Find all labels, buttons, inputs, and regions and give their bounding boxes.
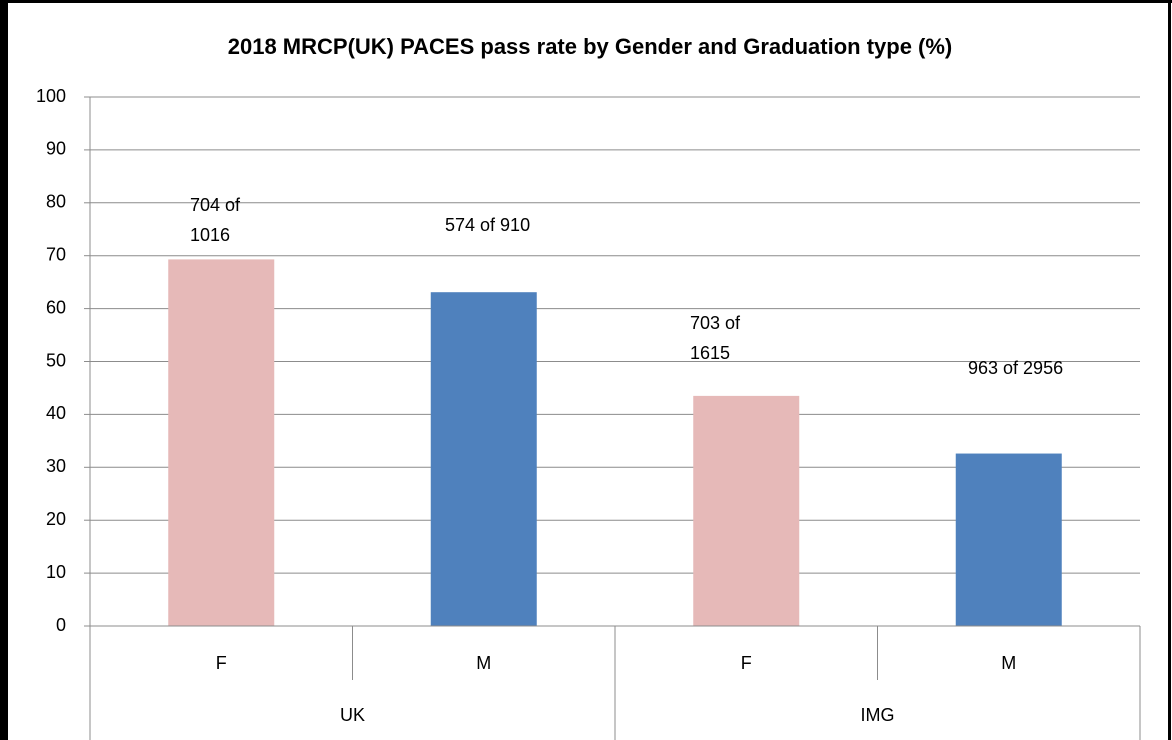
y-tick-label: 50 — [46, 350, 66, 370]
annotation: 703 of 1615 — [690, 313, 741, 363]
y-tick-label: 40 — [46, 403, 66, 423]
bar — [430, 292, 537, 626]
annotation: 574 of 910 — [445, 215, 531, 235]
y-tick-label: 80 — [46, 192, 66, 212]
group-label: IMG — [861, 705, 895, 725]
y-tick-label: 100 — [36, 86, 66, 106]
y-tick-label: 90 — [46, 139, 66, 159]
bar — [955, 453, 1062, 626]
y-tick-label: 10 — [46, 562, 66, 582]
y-tick-label: 60 — [46, 297, 66, 317]
x-tick-label: M — [1001, 653, 1016, 673]
annotation: 704 of 1016 — [190, 195, 241, 245]
x-tick-label: F — [216, 653, 227, 673]
annotation: 963 of 2956 — [968, 358, 1064, 378]
chart-title: 2018 MRCP(UK) PACES pass rate by Gender … — [228, 34, 953, 59]
x-tick-label: F — [741, 653, 752, 673]
y-tick-label: 0 — [56, 615, 66, 635]
bar — [693, 395, 800, 626]
group-label: UK — [340, 705, 365, 725]
y-tick-label: 30 — [46, 456, 66, 476]
x-tick-label: M — [476, 653, 491, 673]
bar — [168, 259, 275, 626]
y-tick-label: 20 — [46, 509, 66, 529]
y-tick-label: 70 — [46, 244, 66, 264]
